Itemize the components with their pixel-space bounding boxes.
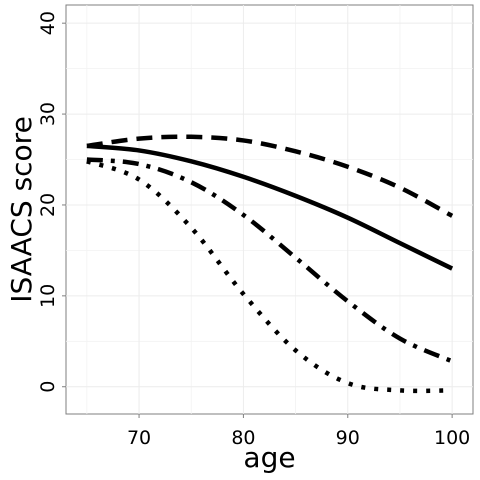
series-line-dashed <box>86 134 454 218</box>
y-tick-label: 10 <box>37 284 59 308</box>
x-tick-label: 70 <box>127 427 151 449</box>
x-tick-label: 80 <box>231 427 255 449</box>
y-tick-label: 30 <box>37 102 59 126</box>
tick-labels: 70 80 90 100 0 10 20 30 40 <box>37 11 470 449</box>
y-tick-label: 40 <box>37 11 59 35</box>
y-tick-label: 20 <box>37 193 59 217</box>
series-group <box>86 134 454 394</box>
plot-panel <box>65 4 474 415</box>
grid <box>66 5 473 414</box>
ticks <box>62 22 453 418</box>
series-line-dotted <box>86 159 453 394</box>
y-tick-label: 0 <box>37 381 59 393</box>
series-line-dotdash <box>86 157 454 364</box>
y-axis-title: ISAACS score <box>5 116 38 303</box>
x-axis-title: age <box>243 441 295 474</box>
x-tick-label: 90 <box>336 427 360 449</box>
series-line-solid <box>86 143 454 271</box>
x-tick-label: 100 <box>434 427 470 449</box>
